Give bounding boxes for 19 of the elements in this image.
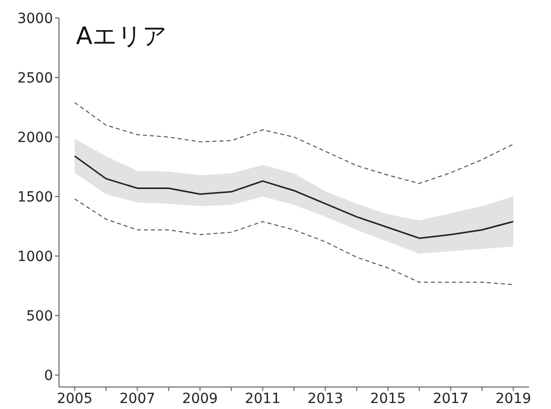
y-tick-label: 500	[26, 308, 53, 325]
y-tick-label: 1000	[17, 249, 53, 266]
line-series	[74, 198, 514, 286]
y-tick-label: 2500	[17, 70, 53, 86]
x-tick-label: 2009	[182, 390, 218, 407]
x-tick-label: 2015	[370, 390, 406, 407]
x-tick-label: 2017	[432, 390, 468, 407]
y-tick-label: 2000	[17, 130, 53, 146]
y-tick-label: 1500	[17, 190, 53, 206]
y-tick-label: 3000	[17, 10, 53, 27]
line-series	[74, 102, 514, 184]
x-tick-label: 2005	[56, 390, 92, 407]
x-tick-label: 2013	[308, 390, 344, 407]
x-tick-label: 2007	[120, 390, 156, 407]
chart-title: Aエリア	[76, 21, 168, 52]
x-tick-label: 2019	[496, 390, 532, 407]
x-tick-label: 2011	[244, 390, 280, 407]
y-tick-label: 0	[44, 368, 53, 384]
line-series	[74, 155, 514, 239]
